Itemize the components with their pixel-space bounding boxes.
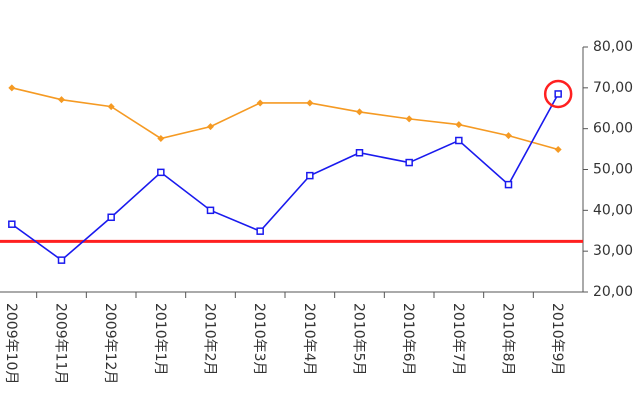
x-tick-label: 2010年4月: [301, 303, 317, 376]
point: [405, 158, 413, 167]
y-tick-label: 70,00: [593, 80, 633, 96]
y-tick-label: 80,00: [593, 39, 633, 55]
x-tick-label: 2010年9月: [549, 303, 565, 376]
y-tick-label: 50,00: [593, 162, 633, 178]
point: [57, 256, 66, 264]
x-tick-label: 2009年10月: [3, 303, 19, 384]
x-tick-label: 2010年5月: [351, 303, 367, 376]
x-tick-label: 2010年8月: [500, 303, 516, 376]
point: [107, 213, 115, 222]
highlight-circle: [543, 79, 573, 109]
point: [504, 180, 513, 189]
point: [8, 84, 16, 92]
y-tick-label: 60,00: [593, 121, 633, 137]
x-tick-label: 2009年11月: [53, 303, 69, 384]
x-tick-label: 2010年3月: [251, 303, 267, 376]
x-tick-label: 2010年7月: [450, 303, 466, 376]
point: [256, 227, 264, 235]
point: [505, 132, 512, 140]
x-tick-label: 2009年12月: [102, 303, 118, 384]
point: [554, 145, 562, 153]
x-tick-label: 2010年2月: [202, 303, 218, 376]
point: [157, 134, 165, 142]
point: [306, 171, 314, 180]
point: [207, 123, 214, 131]
point: [58, 96, 65, 104]
point: [405, 115, 413, 123]
point: [157, 168, 165, 177]
point: [8, 220, 16, 228]
point: [455, 121, 463, 129]
point: [306, 99, 314, 107]
y-tick-label: 40,00: [593, 202, 633, 218]
point: [355, 149, 364, 157]
y-tick-label: 30,00: [593, 243, 633, 259]
point: [356, 108, 363, 116]
y-tick-label: 20,00: [593, 284, 633, 300]
point: [206, 206, 215, 215]
point: [107, 103, 115, 111]
x-tick-label: 2010年1月: [152, 303, 168, 376]
point: [455, 136, 463, 145]
x-tick-label: 2010年6月: [400, 303, 416, 376]
series-line: [11, 93, 559, 262]
series-line: [11, 87, 559, 151]
point: [554, 90, 562, 98]
point: [256, 99, 264, 107]
